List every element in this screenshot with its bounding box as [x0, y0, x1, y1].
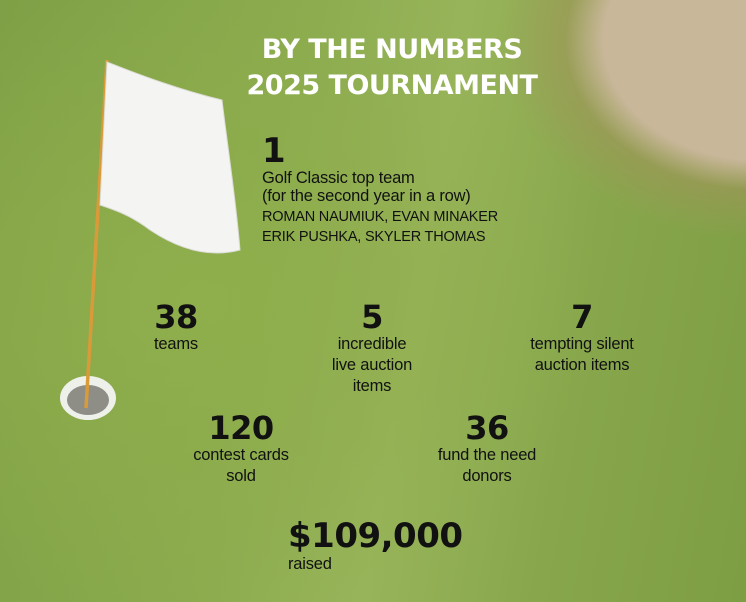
stat-label: auction items [534, 356, 630, 374]
stat-label: live auction [331, 356, 413, 374]
stat-number: 5 [361, 298, 383, 336]
stat-label: fund the need [437, 446, 537, 464]
stat: 5 incredible live auction items [302, 300, 442, 397]
flag-pole [84, 59, 109, 409]
title-line: 2025 TOURNAMENT [246, 70, 538, 101]
stat-number: 1 [262, 131, 286, 171]
flag [99, 61, 241, 254]
stat-label: items [352, 377, 392, 395]
stat-number: 120 [208, 409, 274, 447]
stat: 7 tempting silent auction items [502, 300, 662, 376]
stat-label: tempting silent [530, 335, 634, 353]
stat-number: $109,000 [288, 516, 463, 556]
stat-label: sold [226, 467, 256, 485]
stat-label: teams [154, 335, 198, 353]
stat-number: 36 [465, 409, 509, 447]
stat-label: incredible [337, 335, 407, 353]
stat: $109,000 raised [288, 518, 463, 575]
stat: 36 fund the need donors [412, 411, 562, 487]
stat-label: raised [288, 555, 332, 573]
stat-label: donors [462, 467, 512, 485]
stat: 38 teams [116, 300, 236, 355]
stat: 1 Golf Classic top team (for the second … [262, 134, 498, 247]
title-line: BY THE NUMBERS [261, 34, 523, 65]
stat-number: 38 [154, 298, 198, 336]
stat-label: contest cards [193, 446, 289, 464]
stat: 120 contest cards sold [166, 411, 316, 487]
stat-number: 7 [571, 298, 593, 336]
stat-label: ERIK PUSHKA, SKYLER THOMAS [262, 229, 486, 245]
stat-label: (for the second year in a row) [262, 187, 471, 205]
stat-label: ROMAN NAUMIUK, EVAN MINAKER [262, 209, 499, 225]
stat-label: Golf Classic top team [262, 169, 415, 187]
